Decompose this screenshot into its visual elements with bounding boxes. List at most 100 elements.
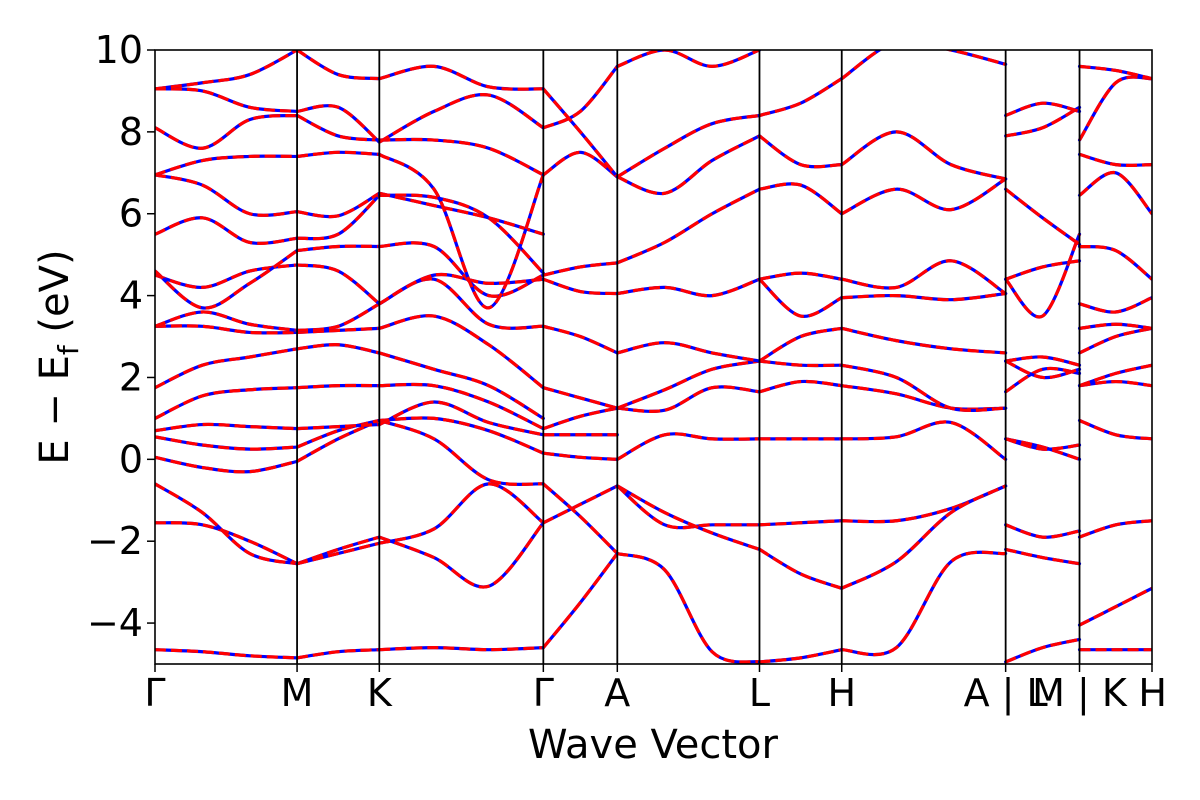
band-line-red [617, 385, 760, 413]
band-line-red [296, 383, 380, 390]
band-line-red [296, 244, 380, 253]
band-line-red [296, 104, 381, 144]
band-line-red [155, 386, 298, 420]
band-line-red [616, 134, 761, 196]
band-line-red [1078, 75, 1152, 141]
band-line-red [1004, 359, 1080, 380]
band-line-red [296, 648, 380, 660]
band-line-red [1005, 437, 1080, 451]
band-line-red [617, 277, 761, 298]
band-line-red [378, 314, 545, 389]
band-line-red [155, 173, 298, 217]
x-axis-label: Wave Vector [528, 722, 779, 768]
band-line-red [155, 521, 298, 566]
band-line-blue [155, 216, 299, 245]
band-line-red [155, 324, 298, 335]
y-tick-label: 2 [119, 355, 143, 399]
band-line-red [1004, 233, 1081, 319]
band-line-red [296, 343, 380, 355]
band-line-blue [1077, 64, 1152, 81]
band-line-red [1004, 187, 1081, 246]
band-line-red [840, 130, 1007, 181]
band-line-red [542, 552, 619, 649]
band-line-red [155, 50, 298, 91]
band-segment-7 [1004, 101, 1082, 664]
band-line-blue [155, 50, 299, 91]
band-line-blue [1077, 519, 1152, 539]
band-line-red [155, 154, 298, 177]
band-line-red [1079, 363, 1152, 388]
band-line-red [1005, 355, 1080, 367]
band-line-red [542, 150, 619, 179]
band-line-blue [615, 484, 762, 551]
band-line-blue [1077, 171, 1152, 216]
band-line-red [155, 263, 298, 290]
x-tick-label: L [749, 671, 770, 715]
band-line-red [1005, 637, 1080, 664]
band-line-red [155, 482, 298, 566]
y-tick-label: 8 [119, 110, 143, 154]
band-line-red [379, 382, 545, 431]
band-segment-2 [377, 64, 545, 652]
band-line-blue [155, 173, 299, 217]
band-line-red [759, 379, 842, 394]
band-line-blue [757, 547, 844, 590]
band-line-red [758, 548, 843, 590]
band-line-blue [1004, 523, 1082, 539]
band-line-red [155, 347, 298, 390]
band-line-blue [155, 347, 299, 390]
band-line-red [155, 310, 298, 332]
y-axis-label: E − Ef (eV) [32, 249, 85, 464]
band-line-red [759, 519, 842, 527]
band-line-red [1078, 326, 1152, 355]
band-line-blue [1077, 296, 1152, 314]
band-line-red [378, 418, 544, 487]
band-line-red [379, 137, 545, 177]
band-line-blue [615, 484, 762, 530]
plot-frame [154, 49, 1153, 665]
band-segment-0 [155, 50, 299, 660]
band-line-red [296, 541, 380, 566]
band-line-red [841, 326, 1006, 355]
y-axis-label-group: E − Ef (eV) [32, 249, 85, 464]
x-tick-label: A [604, 671, 630, 715]
band-line-red [1005, 523, 1080, 539]
band-line-blue [155, 521, 299, 566]
band-line-red [155, 216, 298, 245]
x-tick-label: H [827, 671, 856, 715]
high-symmetry-lines [296, 50, 1081, 664]
y-axis-label-subscript: f [52, 344, 85, 355]
band-line-red [1079, 322, 1152, 330]
band-line-red [542, 484, 619, 525]
band-line-blue [757, 326, 844, 363]
band-line-blue [840, 130, 1008, 181]
band-line-red [841, 259, 1007, 295]
band-line-red [542, 65, 619, 130]
band-line-blue [757, 77, 844, 118]
band-line-red [616, 187, 761, 265]
band-line-red [542, 406, 618, 431]
band-line-red [379, 646, 544, 652]
band-line-blue [757, 134, 844, 169]
band-line-blue [155, 310, 299, 332]
band-line-red [841, 420, 1007, 461]
band-line-red [378, 521, 545, 589]
band-line-red [296, 422, 380, 431]
band-line-red [758, 326, 843, 363]
band-line-red [841, 484, 1007, 590]
band-line-red [542, 261, 618, 277]
band-segment-6 [840, 50, 1008, 657]
y-axis-label-unit: (eV) [32, 249, 78, 345]
band-line-red [379, 241, 545, 298]
bands-layer [155, 50, 1152, 664]
band-line-red [379, 416, 544, 455]
band-line-red [155, 249, 298, 310]
band-line-red [841, 177, 1007, 216]
band-line-red [542, 324, 618, 355]
band-line-blue [377, 137, 545, 177]
band-line-blue [155, 113, 299, 150]
band-line-red [296, 194, 381, 241]
band-line-red [378, 152, 545, 310]
band-line-red [542, 482, 619, 555]
